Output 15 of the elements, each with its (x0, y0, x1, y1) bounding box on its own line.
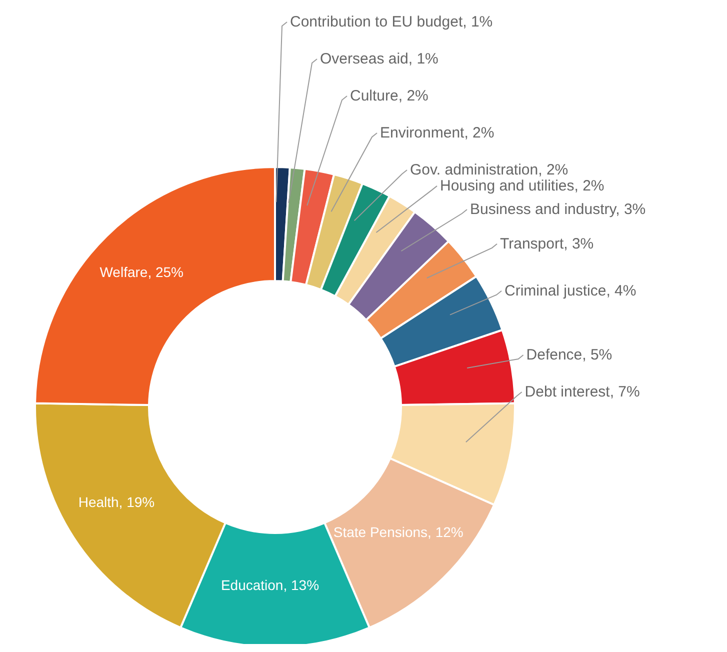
slice-label: Welfare, 25% (100, 262, 184, 282)
slice-label: Business and industry, 3% (470, 201, 646, 218)
slice-label: Transport, 3% (500, 235, 594, 252)
slice-label: Environment, 2% (380, 124, 494, 142)
slice-label: Overseas aid, 1% (320, 50, 438, 68)
slice-label: Education, 13% (220, 576, 320, 595)
slice-label: Gov. administration, 2% (410, 162, 568, 178)
slice-label: Culture, 2% (350, 88, 428, 104)
slice-label: Contribution to EU budget, 1% (290, 14, 493, 30)
slice-label: Housing and utilities, 2% (440, 177, 604, 194)
slice-label: State Pensions, 12% (333, 523, 464, 542)
slice-label: Debt interest, 7% (524, 384, 640, 400)
slice-label: Criminal justice, 4% (504, 282, 636, 300)
slice-label: Defence, 5% (526, 346, 612, 364)
slice-label: Health, 19% (78, 492, 155, 512)
